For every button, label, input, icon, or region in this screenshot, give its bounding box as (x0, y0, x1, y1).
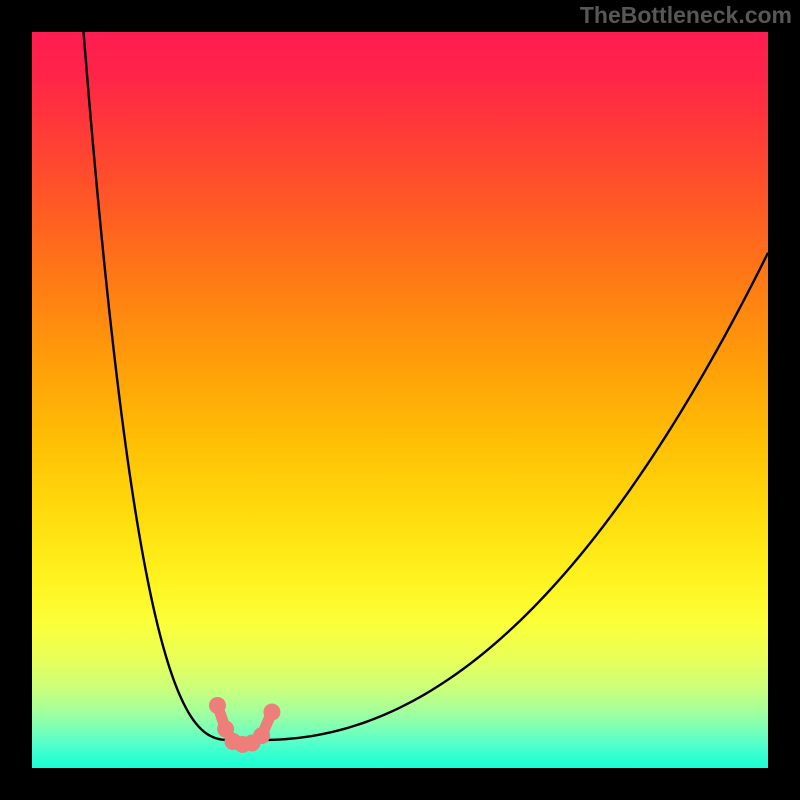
watermark-text: TheBottleneck.com (580, 2, 792, 29)
chart-canvas: TheBottleneck.com (0, 0, 800, 800)
trough-node (253, 727, 270, 744)
plot-background-gradient (32, 32, 768, 768)
trough-node (209, 697, 226, 714)
trough-node (263, 704, 280, 721)
bottleneck-curve-chart (0, 0, 800, 800)
